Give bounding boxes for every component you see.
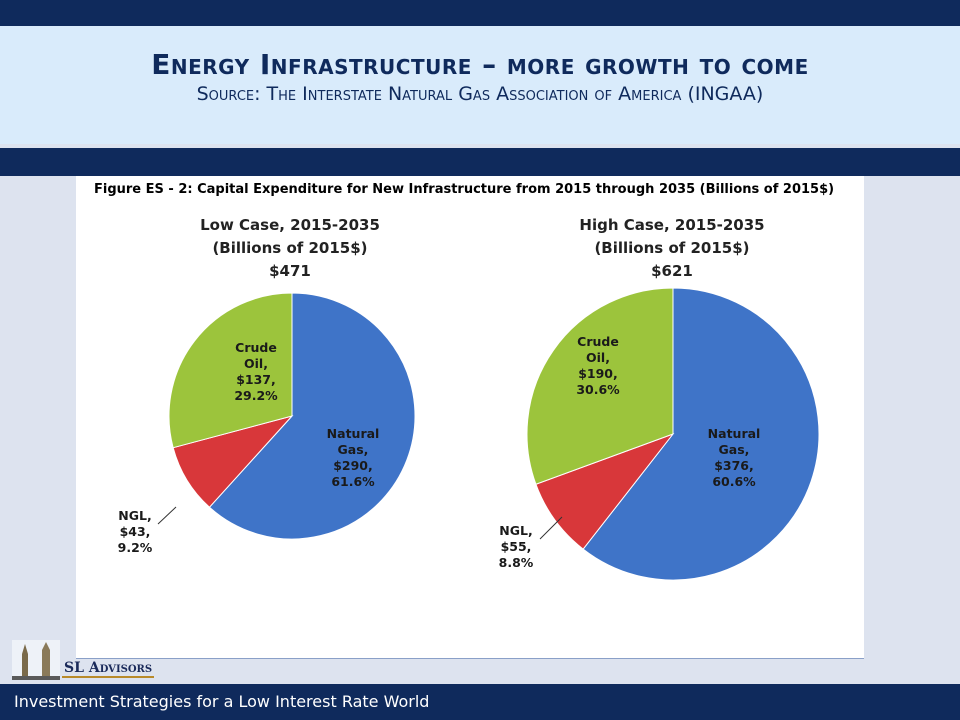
pie-0-slice-crude-oil — [168, 292, 293, 449]
pie-1-label-crude-oil: Crude Oil, $190, 30.6% — [576, 334, 620, 397]
pie-0-leader-ngl — [157, 506, 177, 525]
footer-text: Investment Strategies for a Low Interest… — [14, 692, 430, 711]
pie-1-slice-natural-gas — [582, 287, 820, 581]
high-case-title: High Case, 2015-2035 — [579, 216, 765, 234]
logo-text: SL Advisors — [62, 660, 155, 678]
sl-advisors-logo: SL Advisors — [12, 640, 170, 680]
high-case-unit: (Billions of 2015$) — [594, 239, 750, 257]
low-case-title: Low Case, 2015-2035 — [200, 216, 380, 234]
pie-0-label-ngl: NGL, $43, 9.2% — [118, 508, 153, 555]
high-case-total: $621 — [651, 262, 693, 280]
pie-1-slice-ngl — [535, 432, 675, 550]
pie-1-slice-crude-oil — [526, 287, 674, 485]
tower-icon — [12, 640, 60, 680]
divider-band — [0, 148, 960, 176]
figure-title: Figure ES - 2: Capital Expenditure for N… — [94, 182, 835, 197]
slide-title: Energy Infrastructure – more growth to c… — [151, 48, 809, 81]
high-case-heading: High Case, 2015-2035 (Billions of 2015$)… — [552, 214, 792, 283]
pie-0-label-natural-gas: Natural Gas, $290, 61.6% — [327, 426, 380, 489]
slide-subtitle: Source: The Interstate Natural Gas Assoc… — [196, 83, 764, 105]
pie-0-label-crude-oil: Crude Oil, $137, 29.2% — [234, 340, 278, 403]
footer-band: Investment Strategies for a Low Interest… — [0, 684, 960, 720]
pie-charts: Natural Gas, $290, 61.6% NGL, $43, 9.2% Crude Oi… — [118, 287, 820, 581]
figure-panel: Figure ES - 2: Capital Expenditure for N… — [76, 176, 864, 659]
title-band: Energy Infrastructure – more growth to c… — [0, 26, 960, 144]
pie-1-label-natural-gas: Natural Gas, $376, 60.6% — [708, 426, 761, 489]
pie-1-leader-ngl — [539, 516, 563, 540]
pie-0-slice-natural-gas — [208, 292, 416, 540]
low-case-heading: Low Case, 2015-2035 (Billions of 2015$) … — [170, 214, 410, 283]
low-case-unit: (Billions of 2015$) — [212, 239, 368, 257]
top-band — [0, 0, 960, 26]
low-case-total: $471 — [269, 262, 311, 280]
pie-1-label-ngl: NGL, $55, 8.8% — [499, 523, 534, 570]
